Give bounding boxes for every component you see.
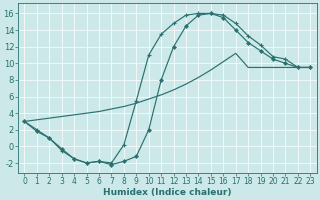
X-axis label: Humidex (Indice chaleur): Humidex (Indice chaleur) <box>103 188 232 197</box>
